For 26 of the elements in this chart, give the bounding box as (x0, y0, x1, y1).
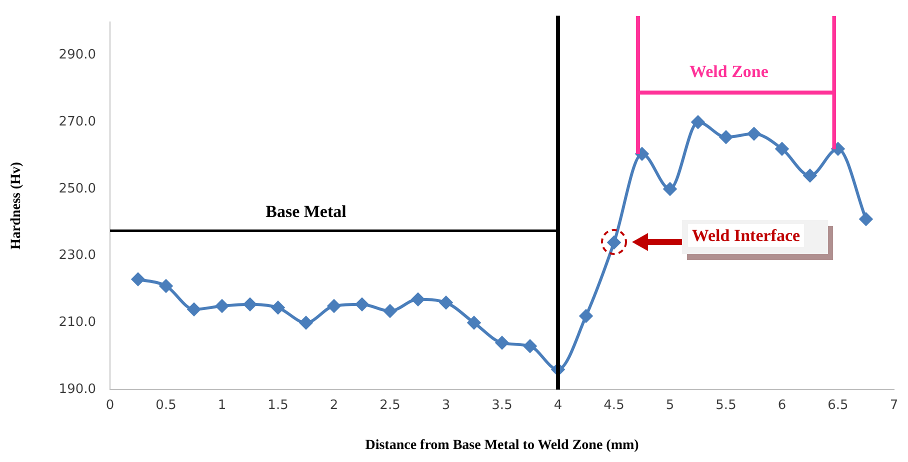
annotation: Weld Interface (688, 224, 804, 248)
y-tick-label: 210.0 (58, 315, 96, 330)
x-tick-label: 3 (442, 398, 450, 413)
y-tick-label: 230.0 (58, 248, 96, 264)
x-tick-label: 0 (106, 398, 114, 413)
x-tick-label: 0.5 (156, 398, 176, 413)
x-tick-label: 3.5 (492, 398, 512, 413)
x-tick-label: 6.5 (828, 398, 848, 413)
x-tick-label: 2.5 (380, 398, 400, 413)
x-tick-label: 7 (890, 398, 898, 413)
annotation: Base Metal (266, 202, 346, 222)
x-tick-label: 1 (218, 398, 226, 413)
x-tick-label: 1.5 (268, 398, 288, 413)
y-tick-label: 250.0 (58, 181, 96, 196)
x-tick-label: 5.5 (716, 398, 736, 413)
x-tick-label: 4.5 (604, 398, 624, 413)
annotation: Weld Zone (690, 62, 768, 82)
y-tick-label: 290.0 (58, 48, 96, 63)
x-tick-label: 6 (778, 398, 786, 413)
y-tick-label: 270.0 (58, 114, 96, 130)
y-axis-title: Hardness (Hv) (9, 162, 24, 250)
x-tick-label: 2 (330, 398, 338, 413)
y-tick-label: 190.0 (58, 382, 96, 397)
x-tick-label: 5 (666, 398, 674, 413)
x-tick-label: 4 (554, 398, 562, 413)
x-axis-title: Distance from Base Metal to Weld Zone (mm) (365, 438, 640, 454)
